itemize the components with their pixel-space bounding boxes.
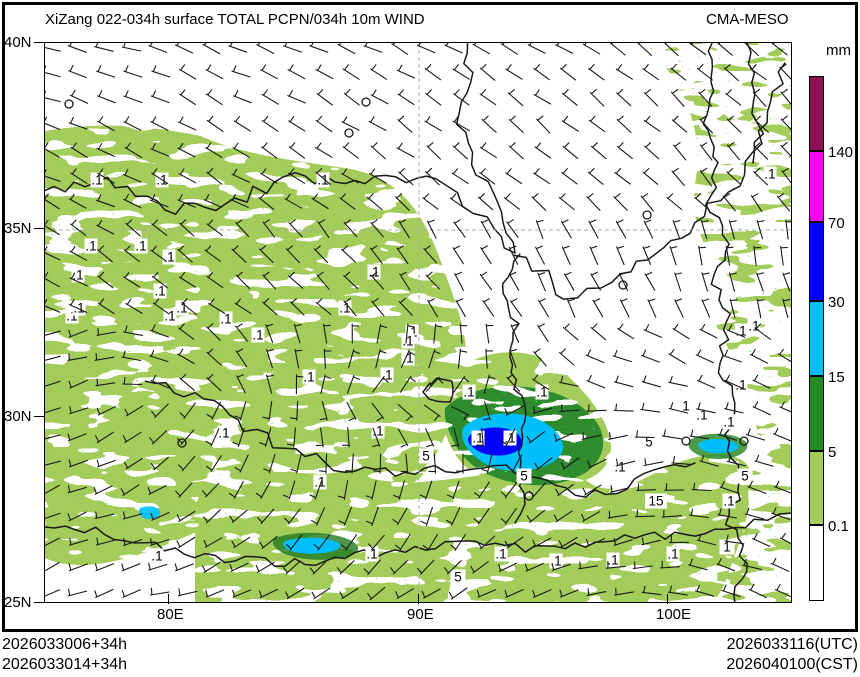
svg-text:.1: .1 bbox=[614, 460, 625, 475]
svg-text:1: 1 bbox=[682, 399, 690, 414]
svg-text:5: 5 bbox=[520, 469, 528, 484]
svg-text:.1: .1 bbox=[164, 309, 175, 324]
svg-text:.1: .1 bbox=[402, 334, 413, 349]
svg-text:.1: .1 bbox=[463, 385, 474, 400]
svg-text:.1: .1 bbox=[220, 312, 231, 327]
svg-text:.1: .1 bbox=[218, 426, 229, 441]
svg-text:.1: .1 bbox=[536, 385, 547, 400]
svg-text:.1: .1 bbox=[495, 547, 506, 562]
svg-text:.1: .1 bbox=[381, 368, 392, 383]
svg-text:.1: .1 bbox=[667, 547, 678, 562]
svg-text:.1: .1 bbox=[550, 554, 561, 569]
svg-text:.1: .1 bbox=[314, 475, 325, 490]
svg-text:.1: .1 bbox=[607, 553, 618, 568]
svg-text:.1: .1 bbox=[368, 265, 379, 280]
svg-text:.1: .1 bbox=[163, 250, 174, 265]
svg-text:.1: .1 bbox=[748, 319, 759, 334]
svg-text:.1: .1 bbox=[252, 328, 263, 343]
svg-text:5: 5 bbox=[741, 469, 749, 484]
svg-text:5: 5 bbox=[454, 570, 462, 585]
svg-text:.1: .1 bbox=[303, 370, 314, 385]
svg-text:.1: .1 bbox=[723, 415, 734, 430]
svg-text:.1: .1 bbox=[735, 378, 746, 393]
svg-text:.1: .1 bbox=[135, 239, 146, 254]
svg-text:5: 5 bbox=[645, 435, 653, 450]
svg-text:5: 5 bbox=[422, 449, 430, 464]
svg-text:.1: .1 bbox=[73, 301, 84, 316]
svg-text:.1: .1 bbox=[151, 549, 162, 564]
svg-text:.1: .1 bbox=[85, 239, 96, 254]
svg-text:.1: .1 bbox=[764, 167, 775, 182]
svg-text:.1: .1 bbox=[723, 494, 734, 509]
svg-text:15: 15 bbox=[648, 494, 663, 509]
